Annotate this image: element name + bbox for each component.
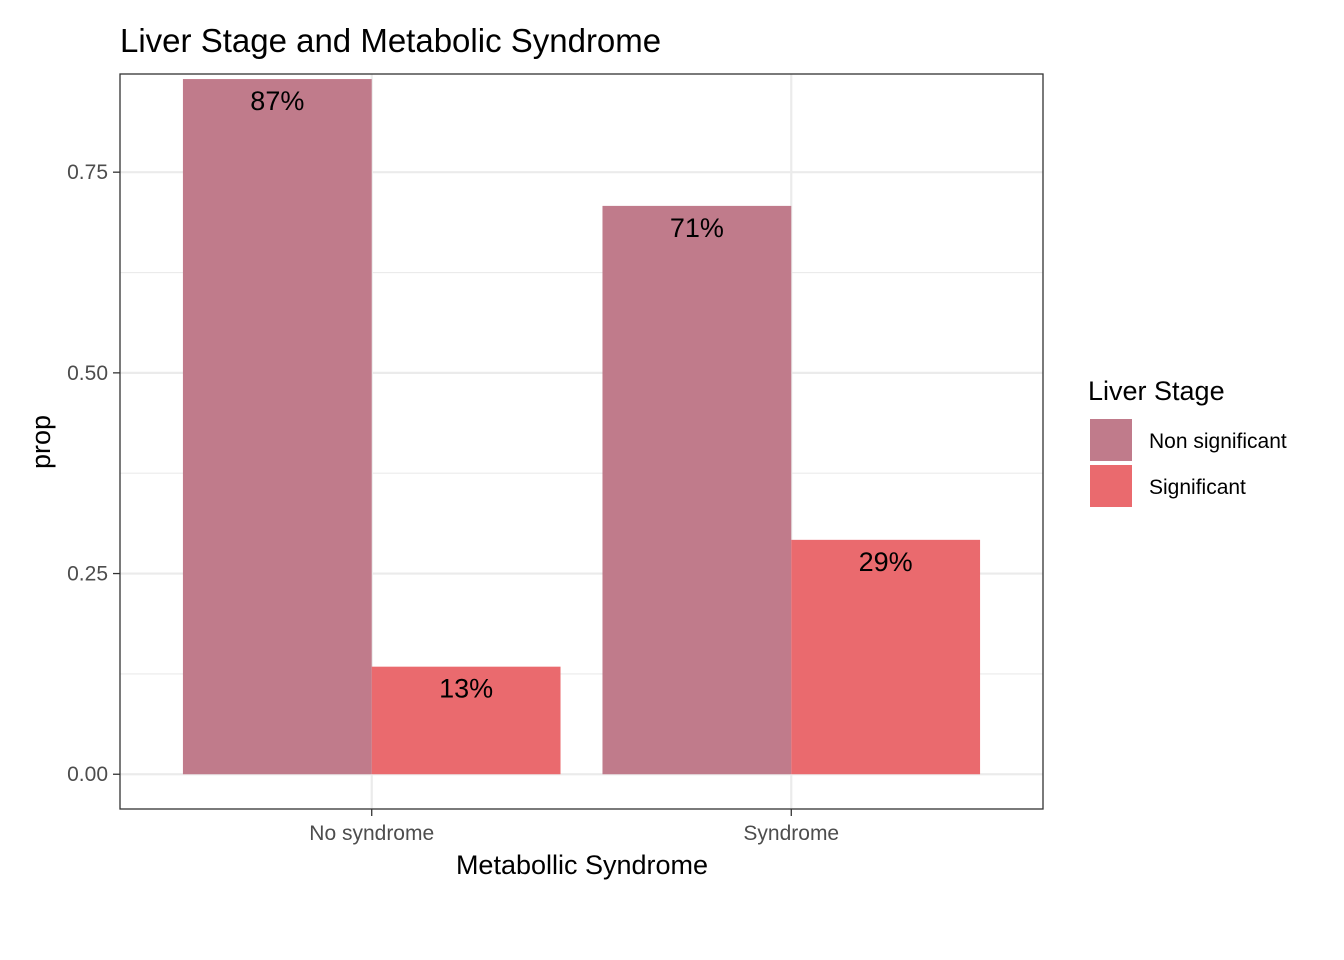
x-axis: No syndrome Syndrome <box>309 809 839 845</box>
x-tick-label: Syndrome <box>743 822 839 845</box>
bar <box>602 205 792 775</box>
bar <box>371 666 561 775</box>
data-label: 13% <box>439 674 493 704</box>
data-label: 87% <box>250 86 304 116</box>
legend-key <box>1090 419 1132 461</box>
legend: Liver Stage Non significant Significant <box>1088 376 1287 507</box>
legend-label: Non significant <box>1149 430 1287 453</box>
bar <box>791 539 981 775</box>
data-label: 71% <box>670 213 724 243</box>
legend-label: Significant <box>1149 476 1246 499</box>
y-tick-label: 0.00 <box>67 763 108 786</box>
x-axis-title: Metabollic Syndrome <box>456 850 708 880</box>
legend-key <box>1090 465 1132 507</box>
x-tick-label: No syndrome <box>309 822 434 845</box>
y-axis-title: prop <box>26 415 56 469</box>
y-tick-label: 0.75 <box>67 161 108 184</box>
bar <box>182 79 372 775</box>
y-tick-label: 0.25 <box>67 563 108 586</box>
panel-border <box>119 73 1044 810</box>
plot-panel: 87% 71% 13% 29% <box>119 73 1044 810</box>
data-label: 29% <box>859 547 913 577</box>
legend-title: Liver Stage <box>1088 376 1225 406</box>
y-axis: 0.00 0.25 0.50 0.75 <box>67 161 120 786</box>
y-tick-label: 0.50 <box>67 362 108 385</box>
chart-title: Liver Stage and Metabolic Syndrome <box>120 22 661 59</box>
